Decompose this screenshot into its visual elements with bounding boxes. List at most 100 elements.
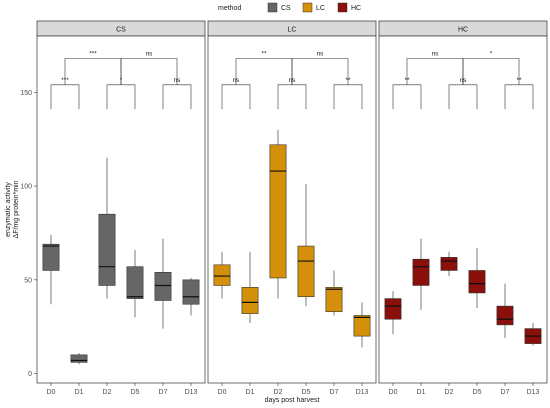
significance-label: *** [89,51,97,58]
y-tick-label: 100 [20,184,32,191]
box-hc-d0 [384,291,402,335]
box-hc-d13 [524,322,542,346]
bracket-line [291,58,349,85]
legend-label-hc: HC [351,5,361,12]
strip-label: HC [458,27,468,34]
legend-label-lc: LC [316,5,325,12]
significance-label: ns [174,77,182,84]
x-tick-label: D7 [330,389,339,396]
box-body [42,243,60,271]
significance-label: ns [146,51,154,58]
significance-label: ns [432,51,440,58]
box-body [213,264,231,286]
box-body [269,144,287,279]
box-lc-d5 [297,184,315,307]
box-body [126,266,144,299]
box-body [353,315,371,337]
box-body [325,287,343,313]
box-body [182,279,200,305]
box-lc-d13 [353,302,371,348]
box-body [412,258,430,286]
legend: method CS LC HC [218,2,361,13]
significance-label: ns [317,51,325,58]
x-tick-label: D5 [302,389,311,396]
bracket-line [462,58,520,85]
x-tick-label: D7 [159,389,168,396]
x-tick-label: D0 [389,389,398,396]
box-lc-d1 [241,251,259,323]
box-body [468,270,486,294]
y-axis-title: enzymatic activityΔF/mg protein*min [5,180,20,238]
box-cs-d13 [182,277,200,316]
box-lc-d2 [269,129,287,299]
y-axis: 0 50 100 150 enzymatic activityΔF/mg protein… [5,90,37,378]
panel-frame [207,35,377,384]
significance-bracket: ns [162,77,192,110]
box-body [496,305,514,326]
x-tick-label: D5 [473,389,482,396]
legend-swatch-cs [267,2,278,13]
significance-label: ns [289,77,297,84]
y-axis-title-line: ΔF/mg protein*min [13,180,20,238]
box-body [241,287,259,314]
box-hc-d7 [496,283,514,338]
y-tick-label: 50 [24,277,32,284]
box-body [297,245,315,298]
x-tick-label: D13 [527,389,540,396]
box-cs-d5 [126,249,144,318]
strip-label: CS [116,27,126,34]
x-axis-title: days post harvest [265,397,320,404]
strip-label: LC [288,27,297,34]
panel-frame [36,35,206,384]
box-body [440,257,458,271]
box-cs-d0 [42,234,60,305]
panel-frame [378,35,548,384]
box-lc-d0 [213,251,231,299]
box-body [70,354,88,363]
significance-bracket: ns [291,51,349,85]
box-lc-d7 [325,270,343,316]
x-tick-label: D0 [47,389,56,396]
significance-bracket: ns [277,77,307,110]
x-tick-label: D1 [246,389,255,396]
bracket-line [106,84,136,110]
significance-label: ** [261,51,267,58]
x-tick-label: D13 [185,389,198,396]
x-tick-label: D7 [501,389,510,396]
legend-swatch-hc [337,2,348,13]
y-tick-label: 150 [20,90,32,97]
box-body [384,298,402,320]
box-hc-d5 [468,247,486,308]
legend-label-cs: CS [281,5,291,12]
box-cs-d1 [70,352,88,365]
legend-swatch-lc [302,2,313,13]
significance-bracket: * [462,51,520,85]
box-hc-d2 [440,251,458,277]
bracket-line [392,84,422,110]
bracket-line [504,84,534,110]
bracket-line [277,84,307,110]
box-cs-d2 [98,157,116,299]
box-cs-d7 [154,238,172,329]
x-tick-label: D5 [131,389,140,396]
bracket-line [120,58,178,85]
x-tick-label: D2 [445,389,454,396]
x-tick-label: D0 [218,389,227,396]
significance-label: * [490,51,493,58]
bracket-line [448,84,478,110]
y-axis-title-line: enzymatic activity [5,182,12,237]
bracket-line [221,84,251,110]
x-tick-label: D2 [274,389,283,396]
y-tick-label: 0 [28,371,32,378]
box-body [154,272,172,301]
significance-label: ns [460,77,468,84]
box-body [98,213,116,286]
significance-bracket: ns [221,77,251,110]
box-hc-d1 [412,238,430,310]
x-tick-label: D13 [356,389,369,396]
